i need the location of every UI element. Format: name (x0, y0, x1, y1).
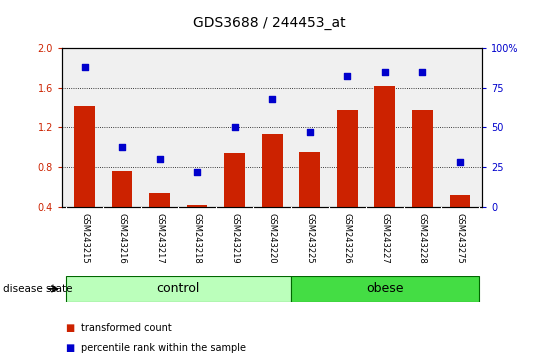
Bar (66, 276, 291, 302)
Text: GSM243220: GSM243220 (268, 213, 277, 263)
Bar (375, 86, 395, 207)
Point (381, 69, 389, 75)
Point (418, 69, 427, 75)
Text: GSM243216: GSM243216 (118, 213, 127, 263)
Point (118, 144, 126, 149)
Bar (112, 171, 133, 207)
Bar (412, 109, 433, 207)
Bar (262, 135, 282, 207)
Text: GSM243225: GSM243225 (305, 213, 314, 263)
Text: ■: ■ (65, 343, 74, 353)
Text: disease state: disease state (3, 284, 72, 294)
Text: transformed count: transformed count (81, 323, 171, 333)
Point (343, 74, 351, 79)
Point (155, 156, 164, 162)
Bar (450, 195, 470, 207)
Bar (149, 193, 170, 207)
Bar (299, 152, 320, 207)
Bar (291, 276, 479, 302)
Point (455, 160, 464, 165)
Text: GSM243226: GSM243226 (343, 213, 352, 263)
Text: GSM243219: GSM243219 (230, 213, 239, 263)
Text: ■: ■ (65, 323, 74, 333)
Point (230, 125, 239, 130)
Point (193, 169, 202, 175)
Text: GDS3688 / 244453_at: GDS3688 / 244453_at (193, 16, 346, 30)
Point (268, 96, 277, 102)
Point (306, 129, 314, 135)
Text: obese: obese (366, 282, 404, 295)
Text: GSM243275: GSM243275 (455, 213, 465, 263)
Text: GSM243215: GSM243215 (80, 213, 89, 263)
Bar (224, 153, 245, 207)
Text: GSM243227: GSM243227 (381, 213, 389, 263)
Text: GSM243228: GSM243228 (418, 213, 427, 263)
Text: control: control (157, 282, 200, 295)
Text: GSM243217: GSM243217 (155, 213, 164, 263)
Point (80, 64, 89, 70)
Text: percentile rank within the sample: percentile rank within the sample (81, 343, 246, 353)
Bar (74, 105, 95, 207)
Text: GSM243218: GSM243218 (192, 213, 202, 263)
Bar (337, 109, 357, 207)
Bar (187, 205, 208, 207)
